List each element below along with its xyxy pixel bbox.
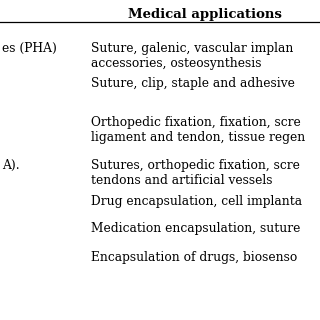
Text: Suture, clip, staple and adhesive: Suture, clip, staple and adhesive [91, 77, 295, 91]
Text: es (PHA): es (PHA) [2, 42, 56, 55]
Text: Encapsulation of drugs, biosenso: Encapsulation of drugs, biosenso [91, 251, 298, 264]
Text: A).: A). [2, 159, 19, 172]
Text: Sutures, orthopedic fixation, scre
tendons and artificial vessels: Sutures, orthopedic fixation, scre tendo… [91, 159, 300, 188]
Text: Drug encapsulation, cell implanta: Drug encapsulation, cell implanta [91, 195, 302, 208]
Text: Medical applications: Medical applications [128, 8, 282, 21]
Text: Suture, galenic, vascular implan
accessories, osteosynthesis: Suture, galenic, vascular implan accesso… [91, 42, 293, 70]
Text: Medication encapsulation, suture: Medication encapsulation, suture [91, 222, 300, 236]
Text: Orthopedic fixation, fixation, scre
ligament and tendon, tissue regen: Orthopedic fixation, fixation, scre liga… [91, 116, 306, 144]
